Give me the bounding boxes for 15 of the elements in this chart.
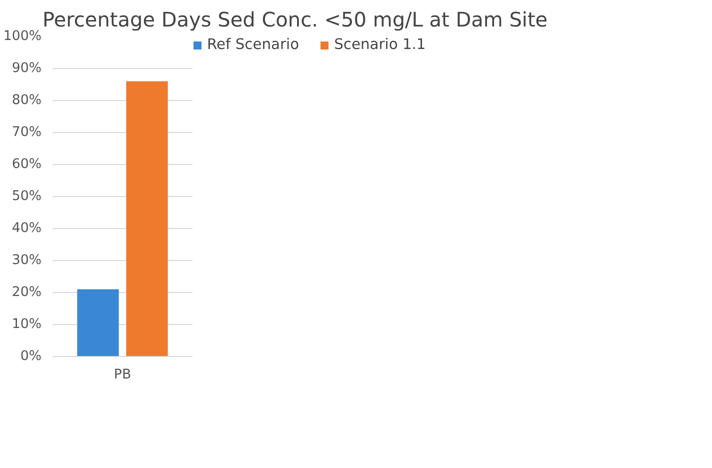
y-tick-label: 30% — [12, 253, 42, 268]
y-tick-label: 60% — [12, 157, 42, 172]
y-tick-label: 0% — [20, 349, 42, 364]
y-tick-label: 90% — [12, 61, 42, 76]
legend-label: Ref Scenario — [207, 36, 300, 53]
y-tick-label: 40% — [12, 221, 42, 236]
x-tick-label: PB — [114, 368, 132, 382]
y-tick-label: 80% — [12, 93, 42, 108]
y-tick-label: 50% — [12, 189, 42, 204]
y-tick-label: 10% — [12, 317, 42, 332]
legend-label: Scenario 1.1 — [334, 36, 426, 53]
y-tick-label: 70% — [12, 125, 42, 140]
y-tick-label: 100% — [3, 29, 42, 44]
text: Percentage Days Sed Conc. <50 mg/L at Dam Site — [42, 8, 548, 32]
y-tick-label: 20% — [12, 285, 42, 300]
